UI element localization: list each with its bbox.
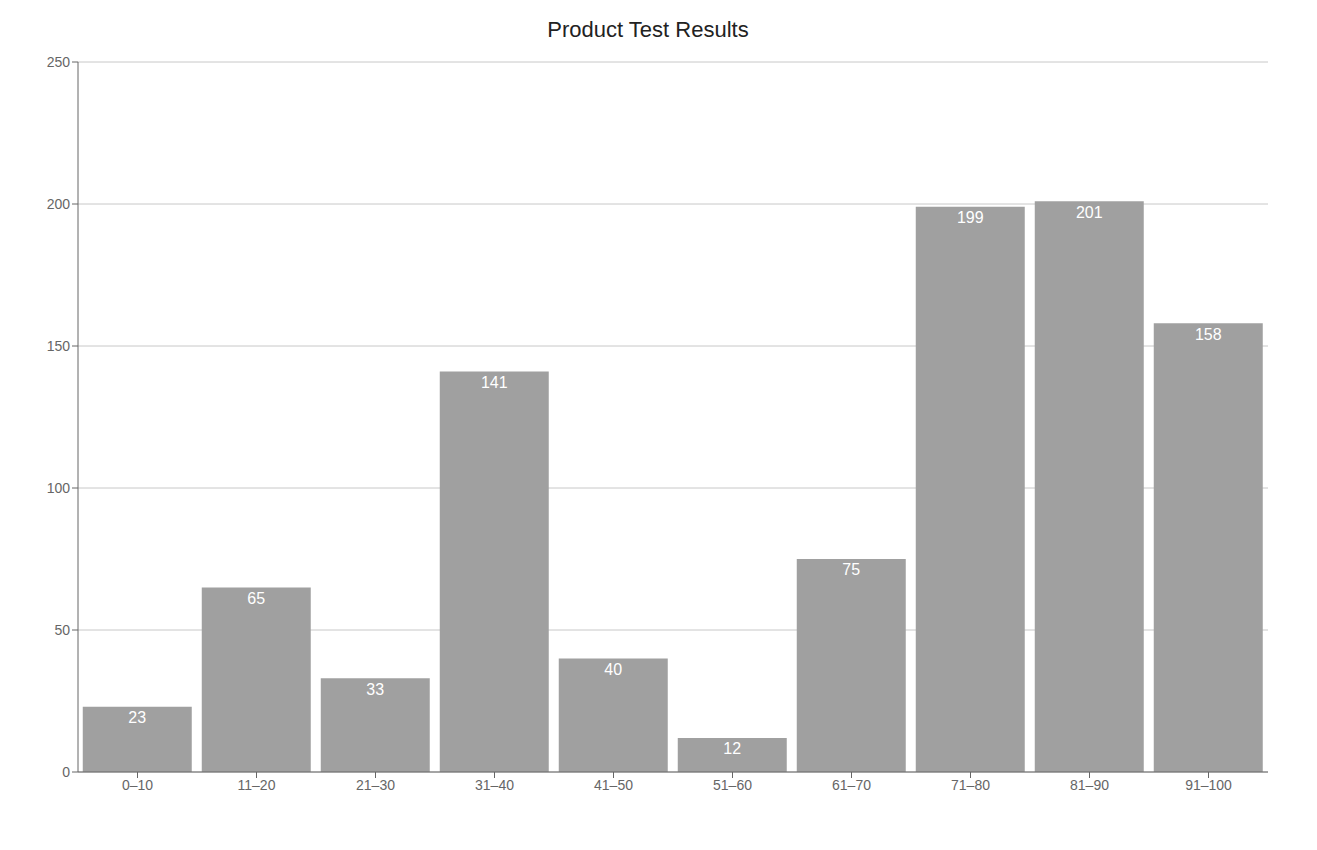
svg-text:65: 65 xyxy=(247,590,265,607)
svg-text:0: 0 xyxy=(62,764,70,780)
svg-text:40: 40 xyxy=(604,661,622,678)
svg-text:61–70: 61–70 xyxy=(832,777,871,793)
svg-text:158: 158 xyxy=(1195,326,1222,343)
svg-text:81–90: 81–90 xyxy=(1070,777,1109,793)
svg-text:100: 100 xyxy=(47,480,71,496)
svg-text:201: 201 xyxy=(1076,204,1103,221)
svg-text:50: 50 xyxy=(54,622,70,638)
svg-text:31–40: 31–40 xyxy=(475,777,514,793)
svg-text:11–20: 11–20 xyxy=(238,777,276,793)
svg-text:199: 199 xyxy=(957,209,984,226)
svg-text:33: 33 xyxy=(366,681,384,698)
html-text:Product Test Results: Product Test Results xyxy=(547,17,749,42)
svg-text:150: 150 xyxy=(47,338,71,354)
svg-text:91–100: 91–100 xyxy=(1185,777,1232,793)
svg-text:200: 200 xyxy=(47,196,71,212)
svg-text:12: 12 xyxy=(723,740,741,757)
svg-text:75: 75 xyxy=(842,561,860,578)
svg-text:21–30: 21–30 xyxy=(356,777,395,793)
svg-text:23: 23 xyxy=(128,709,146,726)
svg-text:141: 141 xyxy=(481,374,508,391)
svg-text:0–10: 0–10 xyxy=(122,777,153,793)
svg-text:71–80: 71–80 xyxy=(951,777,990,793)
svg-text:250: 250 xyxy=(47,54,71,70)
svg-text:41–50: 41–50 xyxy=(594,777,633,793)
svg-text:51–60: 51–60 xyxy=(713,777,752,793)
